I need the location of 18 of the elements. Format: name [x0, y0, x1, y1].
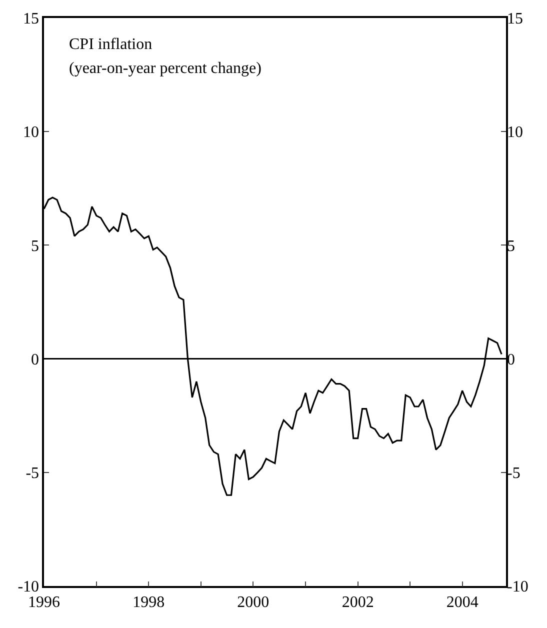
x-tick-label: 2000: [237, 594, 270, 611]
y-tick-label: 10: [23, 124, 40, 142]
y2-tick-label: -5: [507, 465, 520, 482]
x-tick-label: 2002: [342, 594, 374, 611]
y2-tick-label: -10: [507, 578, 528, 596]
y-tick-label: -5: [26, 465, 40, 482]
x-tick-label: 1998: [132, 594, 165, 611]
y2-tick-label: 15: [507, 10, 523, 28]
y-tick-label: 0: [31, 351, 40, 368]
y-tick-label: 5: [31, 238, 40, 255]
text: CPI inflation: [69, 36, 152, 53]
y2-tick-label: 5: [507, 238, 515, 255]
y2-tick-label: 10: [507, 124, 523, 142]
y-tick-label: 15: [23, 10, 40, 28]
text: (year-on-year percent change): [69, 60, 262, 77]
x-tick-label: 1996: [28, 594, 60, 611]
y-tick-label: -10: [18, 578, 40, 596]
x-tick-label: 2004: [446, 594, 478, 611]
